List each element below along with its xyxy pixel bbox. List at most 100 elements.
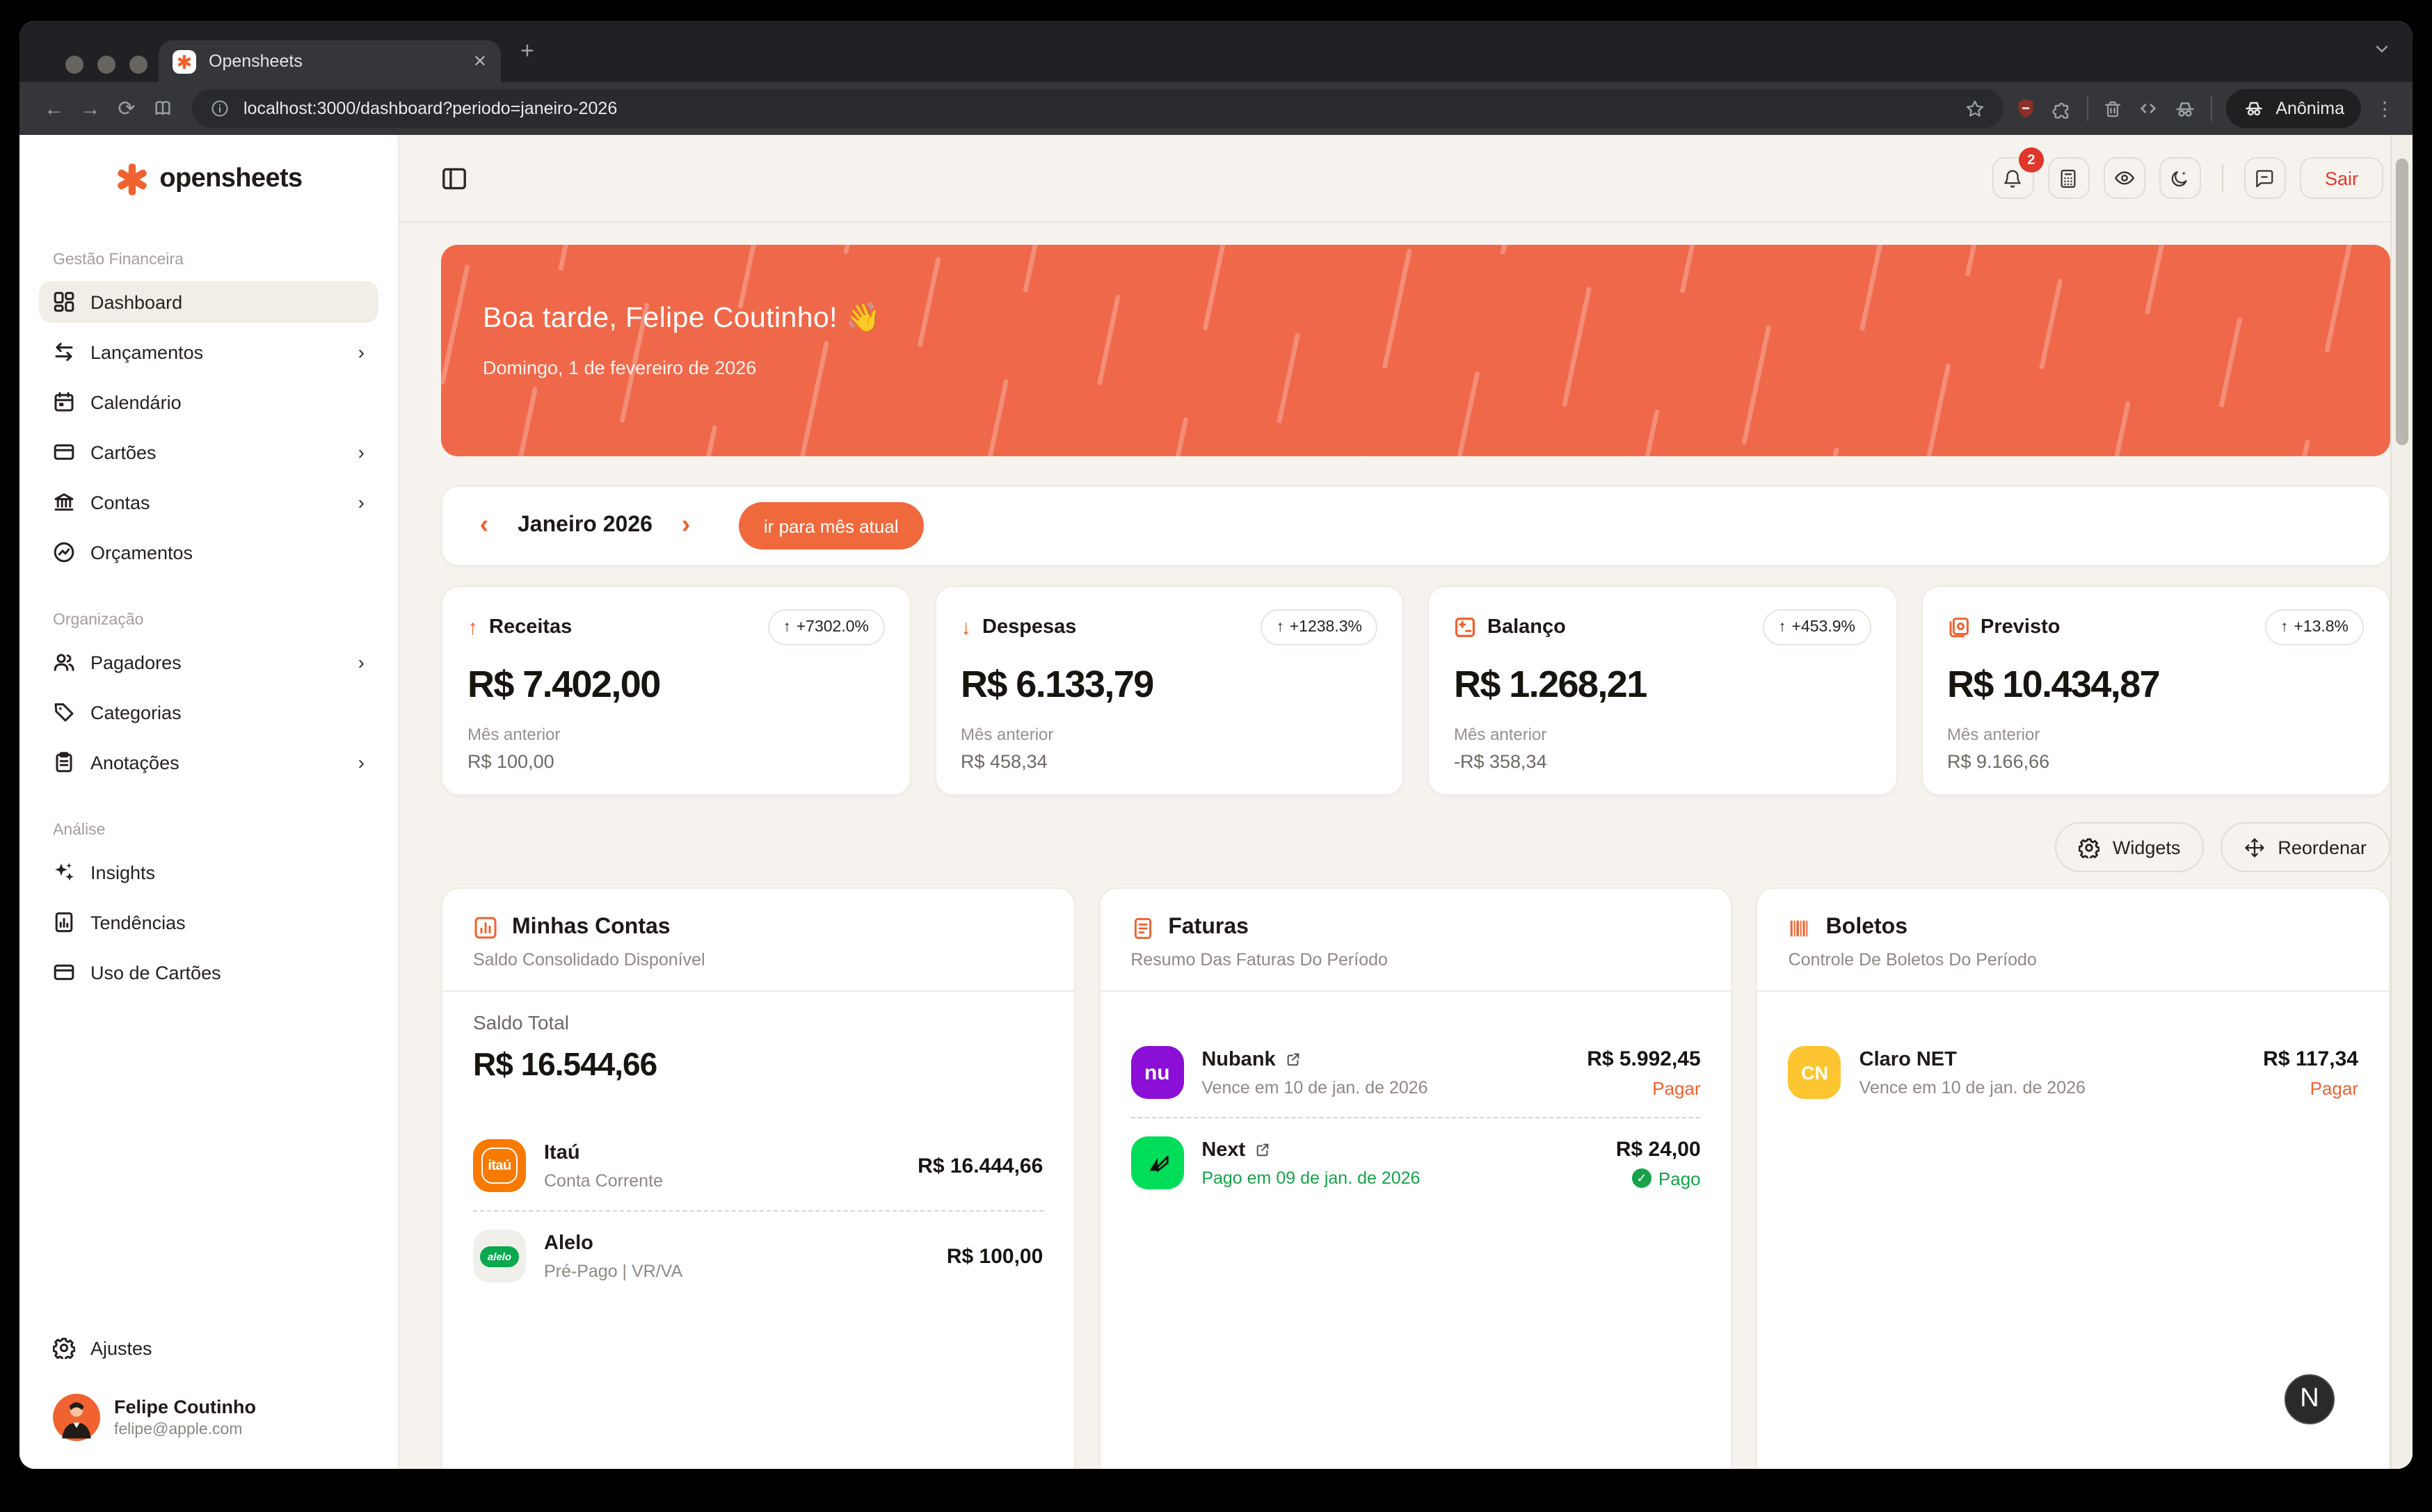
browser-tabbar: Opensheets ✕ + <box>19 21 2413 82</box>
user-profile[interactable]: Felipe Coutinho felipe@apple.com <box>39 1377 378 1444</box>
account-name: Alelo <box>544 1232 593 1254</box>
browser-menu-icon[interactable]: ⋮ <box>2375 97 2396 119</box>
scrollbar-thumb[interactable] <box>2396 159 2408 445</box>
sidebar-item-anotacoes[interactable]: Anotações › <box>39 741 378 783</box>
sidebar-item-label: Uso de Cartões <box>90 962 221 983</box>
external-link-icon[interactable] <box>1286 1052 1301 1067</box>
zoom-window-button[interactable] <box>129 56 147 74</box>
close-window-button[interactable] <box>65 56 83 74</box>
sidebar-item-dashboard[interactable]: Dashboard <box>39 281 378 323</box>
sidebar-footer: Ajustes Felipe Coutinho felipe@apple.com <box>39 1327 378 1444</box>
sidebar-item-insights[interactable]: Insights <box>39 851 378 893</box>
widgets-button[interactable]: Widgets <box>2055 822 2205 872</box>
chat-icon <box>2257 169 2274 187</box>
sidebar-item-categorias[interactable]: Categorias <box>39 691 378 733</box>
next-month-button[interactable]: › <box>681 510 691 540</box>
stat-label: Previsto <box>1981 616 2061 638</box>
reorder-button[interactable]: Reordenar <box>2221 822 2390 872</box>
invoice-paid-date: Pago em 09 de jan. de 2026 <box>1201 1168 1421 1187</box>
arrow-up-icon: ↑ <box>783 619 791 636</box>
sidebar-item-label: Cartões <box>90 442 157 463</box>
calculator-button[interactable] <box>2047 157 2090 199</box>
scrollbar[interactable] <box>2390 135 2413 1469</box>
gear-icon <box>53 1337 75 1359</box>
banner-date: Domingo, 1 de fevereiro de 2026 <box>483 357 757 378</box>
total-balance-value: R$ 16.544,66 <box>473 1046 657 1082</box>
sidebar-item-orcamentos[interactable]: Orçamentos <box>39 531 378 573</box>
address-bar[interactable]: localhost:3000/dashboard?periodo=janeiro… <box>192 89 2003 128</box>
invoice-row-nubank[interactable]: nu Nubank Vence em 10 de jan. de 2026 R <box>1130 1028 1701 1117</box>
privacy-view-button[interactable] <box>2103 157 2145 199</box>
url-text[interactable]: localhost:3000/dashboard?periodo=janeiro… <box>243 99 618 118</box>
sidebar-item-tendencias[interactable]: Tendências <box>39 901 378 943</box>
nextjs-dev-badge[interactable]: N <box>2285 1374 2335 1424</box>
bookmark-star-icon[interactable] <box>1964 98 1985 119</box>
credit-card-icon <box>54 444 74 460</box>
extensions-puzzle-icon[interactable] <box>2050 97 2072 120</box>
moon-stars-icon <box>2172 170 2188 186</box>
alelo-logo: alelo <box>473 1230 526 1282</box>
dark-mode-button[interactable] <box>2159 157 2201 199</box>
sidebar-toggle-icon[interactable] <box>441 165 467 191</box>
pay-action[interactable]: Pagar <box>1652 1077 1701 1098</box>
chevron-right-icon: › <box>358 441 365 463</box>
adblock-extension-icon[interactable] <box>2014 97 2036 120</box>
reload-icon[interactable]: ⟳ <box>118 97 136 121</box>
current-month-button[interactable]: ir para mês atual <box>738 502 924 549</box>
sidebar-item-calendario[interactable]: Calendário <box>39 381 378 423</box>
sidebar-item-ajustes[interactable]: Ajustes <box>39 1327 378 1369</box>
incognito-extension-icon[interactable] <box>2173 97 2196 120</box>
card-title: Minhas Contas <box>512 915 671 939</box>
external-link-icon[interactable] <box>1255 1142 1270 1157</box>
stat-label: Receitas <box>489 616 573 638</box>
chevron-right-icon: › <box>358 341 365 363</box>
invoices-card: Faturas Resumo Das Faturas Do Período nu… <box>1098 887 1733 1469</box>
tab-close-icon[interactable]: ✕ <box>472 51 487 71</box>
accounts-card: Minhas Contas Saldo Consolidado Disponív… <box>441 887 1075 1469</box>
boletos-card: Boletos Controle De Boletos Do Período C… <box>1756 887 2390 1469</box>
minimize-window-button[interactable] <box>97 56 115 74</box>
trash-icon[interactable] <box>2102 98 2122 119</box>
chevron-right-icon: › <box>358 651 365 673</box>
dashboard-page: Boa tarde, Felipe Coutinho! 👋 Domingo, 1… <box>399 223 2413 1469</box>
stat-card-despesas: ↓ Despesas ↑ +1238.3% R$ 6.133,79 Mês ant… <box>934 586 1404 796</box>
account-type: Pré-Pago | VR/VA <box>544 1261 683 1280</box>
sidebar-item-contas[interactable]: Contas › <box>39 481 378 523</box>
forward-icon[interactable]: → <box>80 97 101 120</box>
toolbar-separator <box>2210 96 2212 121</box>
boleto-due: Vence em 10 de jan. de 2026 <box>1859 1077 2086 1097</box>
window-controls[interactable] <box>65 56 147 74</box>
back-icon[interactable]: ← <box>44 97 65 120</box>
pay-action[interactable]: Pagar <box>2310 1077 2358 1098</box>
chevron-right-icon: › <box>358 751 365 773</box>
sidebar-item-uso-de-cartoes[interactable]: Uso de Cartões <box>39 951 378 993</box>
header-separator <box>2221 164 2223 192</box>
devtools-code-icon[interactable] <box>2136 97 2159 120</box>
sidebar-item-cartoes[interactable]: Cartões › <box>39 431 378 473</box>
sidebar-item-lancamentos[interactable]: Lançamentos › <box>39 331 378 373</box>
browser-tab[interactable]: Opensheets ✕ <box>159 40 501 82</box>
logout-button[interactable]: Sair <box>2299 157 2383 199</box>
sidebar-item-pagadores[interactable]: Pagadores › <box>39 641 378 683</box>
chevron-right-icon: › <box>358 491 365 513</box>
tab-search-icon[interactable] <box>2374 40 2390 57</box>
previous-month-button[interactable]: ‹ <box>479 510 489 540</box>
site-info-icon[interactable] <box>210 99 230 118</box>
toolbar-right: Anônima ⋮ <box>2014 89 2396 128</box>
sidebar-item-label: Pagadores <box>90 652 182 673</box>
stat-value: R$ 7.402,00 <box>467 663 661 705</box>
reading-list-icon[interactable] <box>145 90 181 127</box>
user-email: felipe@apple.com <box>114 1422 243 1438</box>
stat-trend-badge: ↑ +13.8% <box>2265 609 2364 645</box>
incognito-badge[interactable]: Anônima <box>2225 89 2361 128</box>
invoice-row-next[interactable]: Next Pago em 09 de jan. de 2026 R$ 24,00… <box>1130 1117 1701 1207</box>
boleto-row-claro-net[interactable]: CN Claro NET Vence em 10 de jan. de 2026… <box>1788 1028 2358 1117</box>
account-row-itau[interactable]: itaú Itaú Conta Corrente R$ 16.444,66 <box>473 1121 1043 1210</box>
notifications-button[interactable]: 2 <box>1992 147 2044 199</box>
account-row-alelo[interactable]: alelo Alelo Pré-Pago | VR/VA R$ 100,00 <box>473 1210 1043 1301</box>
period-selector: ‹ Janeiro 2026 › ir para mês atual <box>441 485 2390 566</box>
browser-window: Opensheets ✕ + ← → ⟳ localhost:3000/dash… <box>19 21 2413 1469</box>
notification-count-badge: 2 <box>2018 147 2044 172</box>
new-tab-button[interactable]: + <box>520 38 534 64</box>
feedback-button[interactable] <box>2243 157 2286 199</box>
